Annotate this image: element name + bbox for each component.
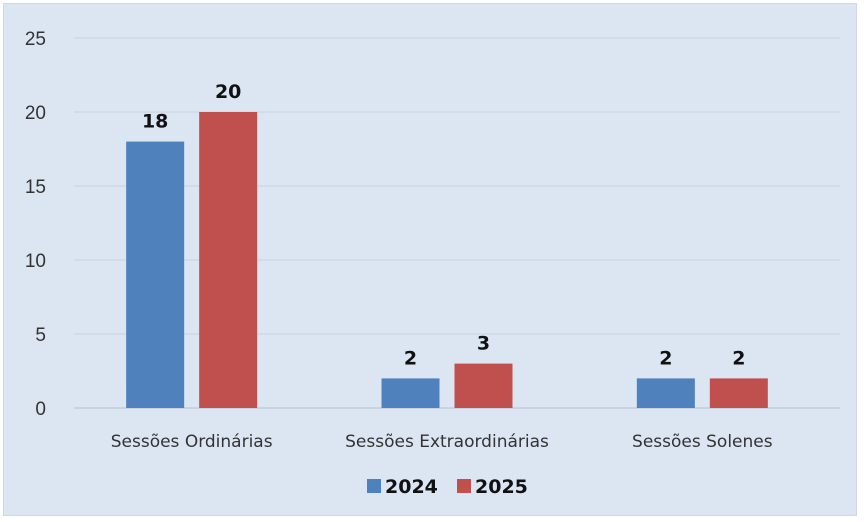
x-category-label: Sessões Solenes bbox=[632, 432, 773, 452]
legend-label-2024: 2024 bbox=[385, 476, 438, 498]
data-label: 2 bbox=[732, 347, 745, 369]
y-tick-label: 10 bbox=[25, 251, 46, 272]
y-tick-label: 15 bbox=[25, 177, 46, 198]
y-tick-label: 20 bbox=[25, 103, 46, 124]
y-tick-label: 25 bbox=[25, 29, 46, 50]
bar-2024-0 bbox=[126, 141, 185, 408]
y-tick-label: 0 bbox=[35, 399, 46, 420]
legend-label-2025: 2025 bbox=[475, 476, 528, 498]
y-tick-label: 5 bbox=[35, 325, 46, 346]
x-category-label: Sessões Ordinárias bbox=[111, 432, 273, 452]
data-label: 2 bbox=[404, 347, 417, 369]
bar-2025-1 bbox=[454, 363, 513, 408]
legend-swatch-2024 bbox=[367, 479, 381, 493]
data-label: 3 bbox=[477, 333, 490, 355]
bar-2024-1 bbox=[381, 378, 440, 408]
legend-swatch-2025 bbox=[457, 479, 471, 493]
data-label: 20 bbox=[215, 81, 241, 103]
data-label: 18 bbox=[142, 111, 168, 133]
chart-area: 0 5 10 15 20 25 18 20 Sessões Ordinárias 2 3 Sessõe… bbox=[3, 3, 857, 516]
data-label: 2 bbox=[659, 347, 672, 369]
bar-2024-2 bbox=[636, 378, 695, 408]
bar-2025-0 bbox=[199, 112, 258, 408]
bar-2025-2 bbox=[709, 378, 768, 408]
x-category-label: Sessões Extraordinárias bbox=[345, 432, 549, 452]
